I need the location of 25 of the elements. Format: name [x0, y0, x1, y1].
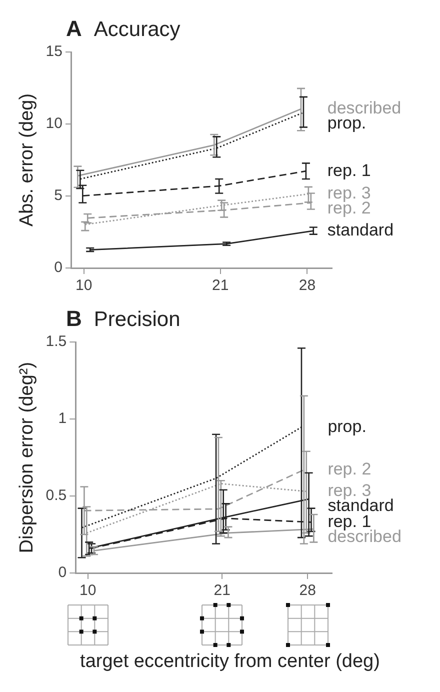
y-tick-label: 1.5 [46, 333, 67, 350]
y-axis-title: Dispersion error (deg²) [16, 362, 38, 554]
series-label: rep. 2 [328, 460, 372, 479]
y-tick-label: 15 [46, 43, 62, 60]
y-tick-label: 5 [54, 187, 62, 204]
y-tick-label: 0.5 [46, 487, 67, 504]
y-tick-label: 0 [54, 259, 62, 276]
x-tick-label: 28 [298, 277, 316, 294]
chart-title: Accuracy [94, 18, 181, 41]
y-tick-label: 0 [58, 564, 67, 582]
text: B [66, 306, 82, 331]
series-label: prop. [328, 416, 366, 436]
x-axis-title: target eccentricity from center (deg) [79, 651, 381, 673]
x-tick-label: 28 [299, 582, 316, 600]
series-label: standard [327, 220, 394, 240]
x-tick-label: 10 [76, 277, 92, 294]
text: A [66, 16, 82, 41]
y-tick-label: 1 [58, 410, 67, 428]
y-tick-label: 10 [46, 115, 62, 132]
x-tick-label: 21 [212, 277, 229, 294]
y-axis-title: Abs. error (deg) [16, 93, 38, 227]
x-tick-label: 21 [214, 582, 230, 600]
chart-title: Precision [94, 308, 180, 331]
series-label: rep. 1 [327, 160, 371, 180]
x-tick-label: 10 [80, 582, 96, 600]
